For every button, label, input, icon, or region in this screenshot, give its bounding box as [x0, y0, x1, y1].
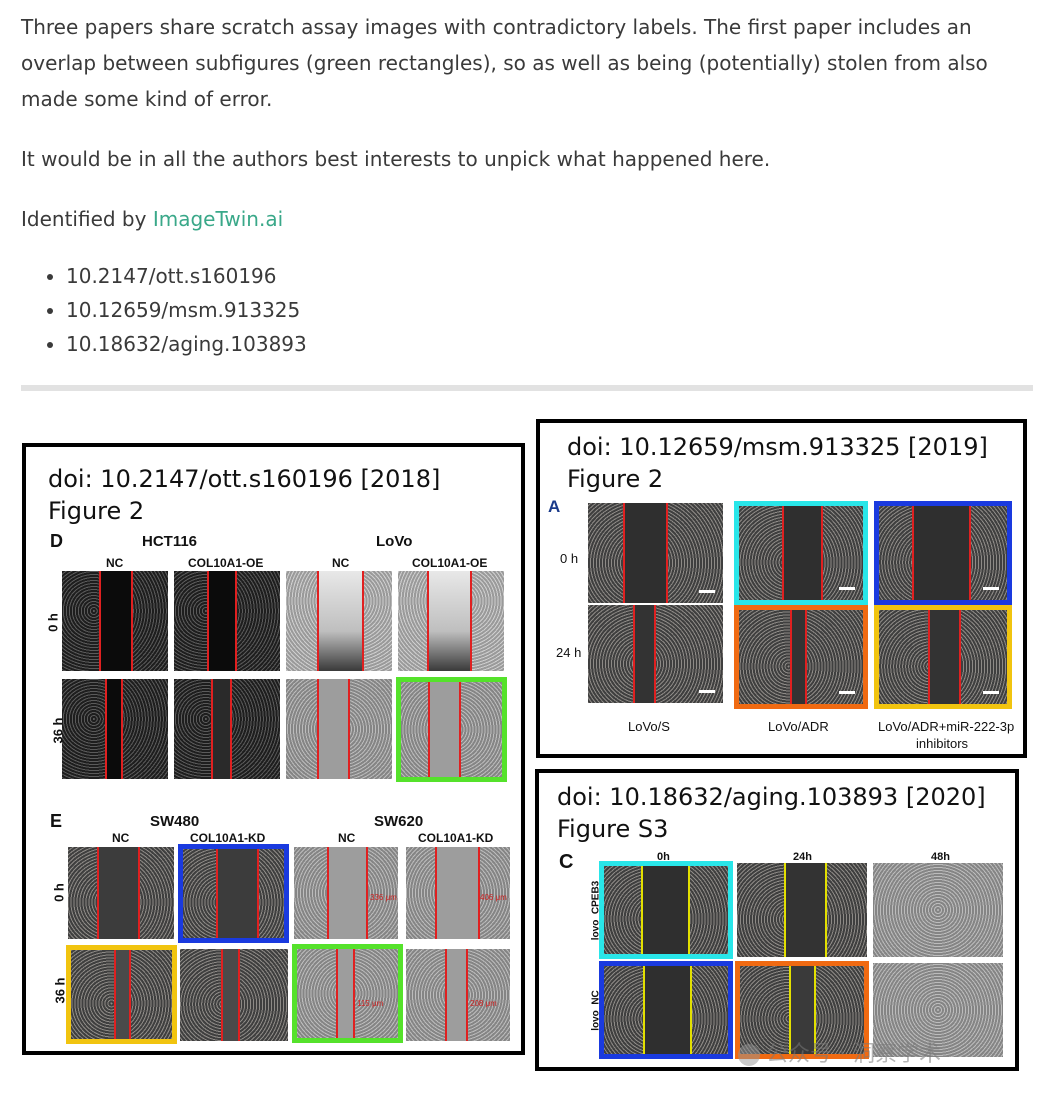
- scratch-image-highlight-green: 115 μm: [292, 944, 403, 1043]
- panel-subtitle: Figure 2: [48, 497, 145, 525]
- section-label-a: A: [548, 497, 561, 516]
- panel-subtitle: Figure 2: [567, 465, 664, 493]
- closing-paragraph: It would be in all the authors best inte…: [21, 147, 771, 171]
- scratch-image-highlight-orange: [734, 605, 868, 709]
- credit-prefix: Identified by: [21, 207, 153, 231]
- scratch-image: [286, 679, 392, 779]
- time-label-48h: 48h: [931, 851, 950, 863]
- col-nc: NC: [332, 556, 350, 570]
- watermark-text: 公众号 · 洞察学术: [766, 1042, 941, 1067]
- cell-line-sw620: SW620: [374, 813, 424, 830]
- doi-item: 10.18632/aging.103893: [66, 327, 307, 361]
- panel-aging-2020: doi: 10.18632/aging.103893 [2020] Figure…: [535, 769, 1019, 1071]
- scratch-image-highlight-cyan: [734, 501, 868, 605]
- measurement-label: 115 μm: [357, 999, 384, 1008]
- doi-item: 10.12659/msm.913325: [66, 293, 307, 327]
- section-label-d: D: [50, 531, 63, 551]
- scratch-image: 406 μm: [406, 847, 510, 939]
- col-nc: NC: [106, 556, 124, 570]
- panel-title: doi: 10.2147/ott.s160196 [2018]: [48, 465, 441, 493]
- column-label: LoVo/S: [628, 719, 670, 734]
- scratch-image: 208 μm: [406, 949, 510, 1041]
- row-label-0h: 0 h: [45, 613, 61, 632]
- scratch-image-highlight-blue: [874, 501, 1012, 605]
- row-label-0h: 0 h: [560, 551, 579, 566]
- measurement-label: 406 μm: [480, 893, 507, 902]
- scratch-image: [62, 571, 168, 671]
- scratch-image: 336 μm: [294, 847, 398, 939]
- intro-paragraph: Three papers share scratch assay images …: [21, 15, 988, 111]
- scratch-image: [62, 679, 168, 779]
- scratch-image: [174, 679, 280, 779]
- cell-line-hct116: HCT116: [142, 533, 198, 550]
- scratch-image: [873, 963, 1003, 1057]
- scratch-image: [588, 503, 723, 603]
- measurement-label: 336 μm: [370, 893, 397, 902]
- horizontal-rule: [21, 385, 1033, 391]
- scratch-image-highlight-orange: [735, 961, 869, 1059]
- credit-paragraph: Identified by ImageTwin.ai: [21, 201, 1031, 237]
- row-label-24h: 24 h: [556, 645, 582, 660]
- scratch-image: [737, 863, 867, 957]
- watermark: 公众号 · 洞察学术: [738, 1036, 941, 1068]
- doi-list: 10.2147/ott.s160196 10.12659/msm.913325 …: [21, 259, 307, 361]
- cell-line-sw480: SW480: [150, 813, 200, 830]
- scratch-image: [180, 949, 288, 1041]
- scratch-image-highlight-blue: [178, 844, 289, 943]
- scratch-image-highlight-cyan: [599, 861, 733, 959]
- section-label-c: C: [559, 851, 574, 873]
- scratch-image-highlight-green: [396, 677, 507, 782]
- scratch-image: [588, 605, 723, 703]
- cell-line-lovo: LoVo: [376, 533, 413, 550]
- col-kd: COL10A1-KD: [418, 831, 494, 845]
- doi-item: 10.2147/ott.s160196: [66, 259, 307, 293]
- col-oe: COL10A1-OE: [188, 556, 264, 570]
- col-nc: NC: [112, 831, 130, 845]
- panel-subtitle: Figure S3: [557, 815, 669, 843]
- panel-title: doi: 10.18632/aging.103893 [2020]: [557, 783, 986, 811]
- panel-ott-2018: doi: 10.2147/ott.s160196 [2018] Figure 2…: [22, 443, 525, 1055]
- scratch-image-highlight-yellow: [66, 945, 177, 1044]
- row-label-0h: 0 h: [51, 883, 67, 902]
- imagetwin-link[interactable]: ImageTwin.ai: [152, 207, 284, 231]
- panel-title: doi: 10.12659/msm.913325 [2019]: [567, 433, 988, 461]
- column-label: LoVo/ADR: [768, 719, 829, 734]
- scratch-image: [174, 571, 280, 671]
- scratch-image: [286, 571, 392, 671]
- scratch-image-highlight-blue: [599, 961, 733, 1059]
- column-label: inhibitors: [916, 736, 969, 751]
- col-oe: COL10A1-OE: [412, 556, 488, 570]
- scratch-image-highlight-yellow: [874, 605, 1012, 709]
- measurement-label: 208 μm: [470, 999, 497, 1008]
- col-nc: NC: [338, 831, 356, 845]
- section-label-e: E: [50, 811, 63, 831]
- scratch-image: [398, 571, 504, 671]
- scratch-image: [873, 863, 1003, 957]
- time-label-0h: 0h: [657, 851, 670, 863]
- wechat-icon: [738, 1044, 760, 1066]
- scratch-image: [68, 847, 174, 939]
- column-label: LoVo/ADR+miR-222-3p: [878, 719, 1015, 734]
- time-label-24h: 24h: [793, 851, 812, 863]
- panel-msm-2019: doi: 10.12659/msm.913325 [2019] Figure 2…: [536, 419, 1027, 758]
- col-kd: COL10A1-KD: [190, 831, 266, 845]
